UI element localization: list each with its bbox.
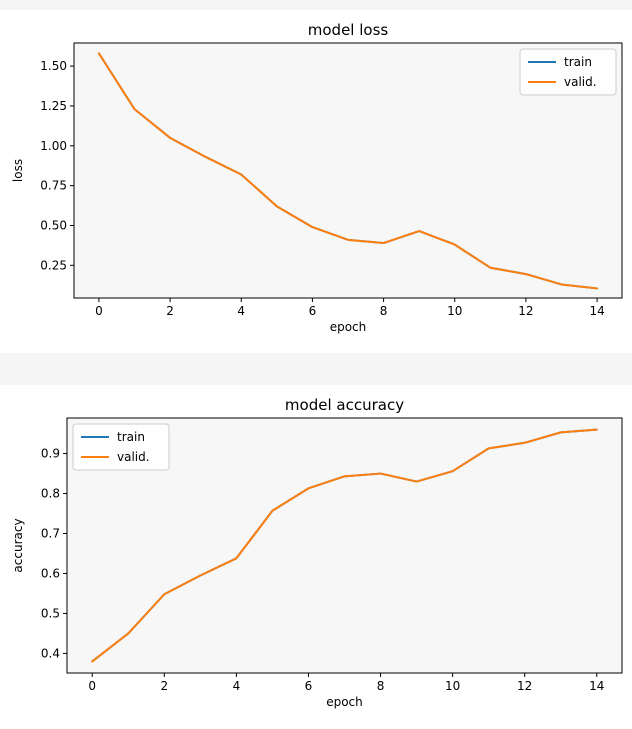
- loss-x-tick-label: 8: [380, 304, 388, 318]
- accuracy-x-tick-label: 10: [445, 679, 460, 693]
- accuracy-x-tick-label: 2: [160, 679, 168, 693]
- accuracy-y-tick-label: 0.9: [41, 447, 60, 461]
- loss-y-tick-label: 1.00: [40, 139, 67, 153]
- loss-legend: train valid.: [519, 48, 617, 96]
- accuracy-legend-valid-label: valid.: [117, 450, 150, 464]
- loss-chart: model loss 0 2 4 6 8 10 12 14 0.25 0.50 0.75 1.00 1.2…: [11, 21, 623, 334]
- accuracy-x-tick-label: 0: [88, 679, 96, 693]
- accuracy-chart-card: model accuracy 0 2 4 6 8 10 12 14 0.4 0.5 0.6 0.7 0.8…: [0, 385, 632, 729]
- accuracy-chart: model accuracy 0 2 4 6 8 10 12 14 0.4 0.5 0.6 0.7 0.8…: [11, 396, 623, 709]
- accuracy-y-tick-label: 0.6: [41, 566, 60, 580]
- loss-y-tick-label: 0.75: [40, 179, 67, 193]
- accuracy-y-tick-label: 0.7: [41, 527, 60, 541]
- loss-x-tick-label: 10: [447, 304, 462, 318]
- loss-x-tick-label: 12: [518, 304, 533, 318]
- accuracy-legend-box: [72, 423, 170, 471]
- loss-y-tick-label: 0.25: [40, 258, 67, 272]
- loss-x-axis-label: epoch: [330, 320, 367, 334]
- accuracy-x-axis-label: epoch: [326, 695, 363, 709]
- loss-chart-title: model loss: [308, 21, 389, 39]
- accuracy-x-tick-label: 14: [589, 679, 604, 693]
- accuracy-legend-train-label: train: [117, 430, 145, 444]
- loss-x-tick-label: 4: [237, 304, 245, 318]
- loss-axes-frame: [73, 42, 623, 299]
- accuracy-axes-frame: [66, 417, 623, 674]
- accuracy-x-tick-label: 12: [517, 679, 532, 693]
- loss-chart-card: model loss 0 2 4 6 8 10 12 14 0.25 0.50 0.75 1.00 1.2…: [0, 10, 632, 353]
- accuracy-chart-title: model accuracy: [285, 396, 404, 414]
- accuracy-legend: train valid.: [72, 423, 170, 471]
- loss-y-tick-label: 0.50: [40, 218, 67, 232]
- loss-x-tick-label: 0: [95, 304, 103, 318]
- accuracy-y-axis-label: accuracy: [11, 518, 25, 572]
- loss-legend-box: [519, 48, 617, 96]
- loss-y-axis-label: loss: [11, 159, 25, 182]
- loss-x-tick-label: 14: [589, 304, 604, 318]
- loss-series-valid-line: [97, 52, 599, 290]
- loss-y-tick-label: 1.50: [40, 59, 67, 73]
- accuracy-y-tick-label: 0.5: [41, 606, 60, 620]
- loss-x-tick-label: 2: [166, 304, 174, 318]
- loss-y-tick-label: 1.25: [40, 99, 67, 113]
- accuracy-x-tick-label: 8: [377, 679, 385, 693]
- loss-legend-train-label: train: [564, 55, 592, 69]
- accuracy-x-tick-label: 4: [233, 679, 241, 693]
- accuracy-y-tick-label: 0.4: [41, 646, 60, 660]
- loss-x-tick-label: 6: [309, 304, 317, 318]
- loss-legend-valid-label: valid.: [564, 75, 597, 89]
- accuracy-series-valid-line: [91, 428, 598, 663]
- accuracy-y-tick-label: 0.8: [41, 487, 60, 501]
- accuracy-x-tick-label: 6: [305, 679, 313, 693]
